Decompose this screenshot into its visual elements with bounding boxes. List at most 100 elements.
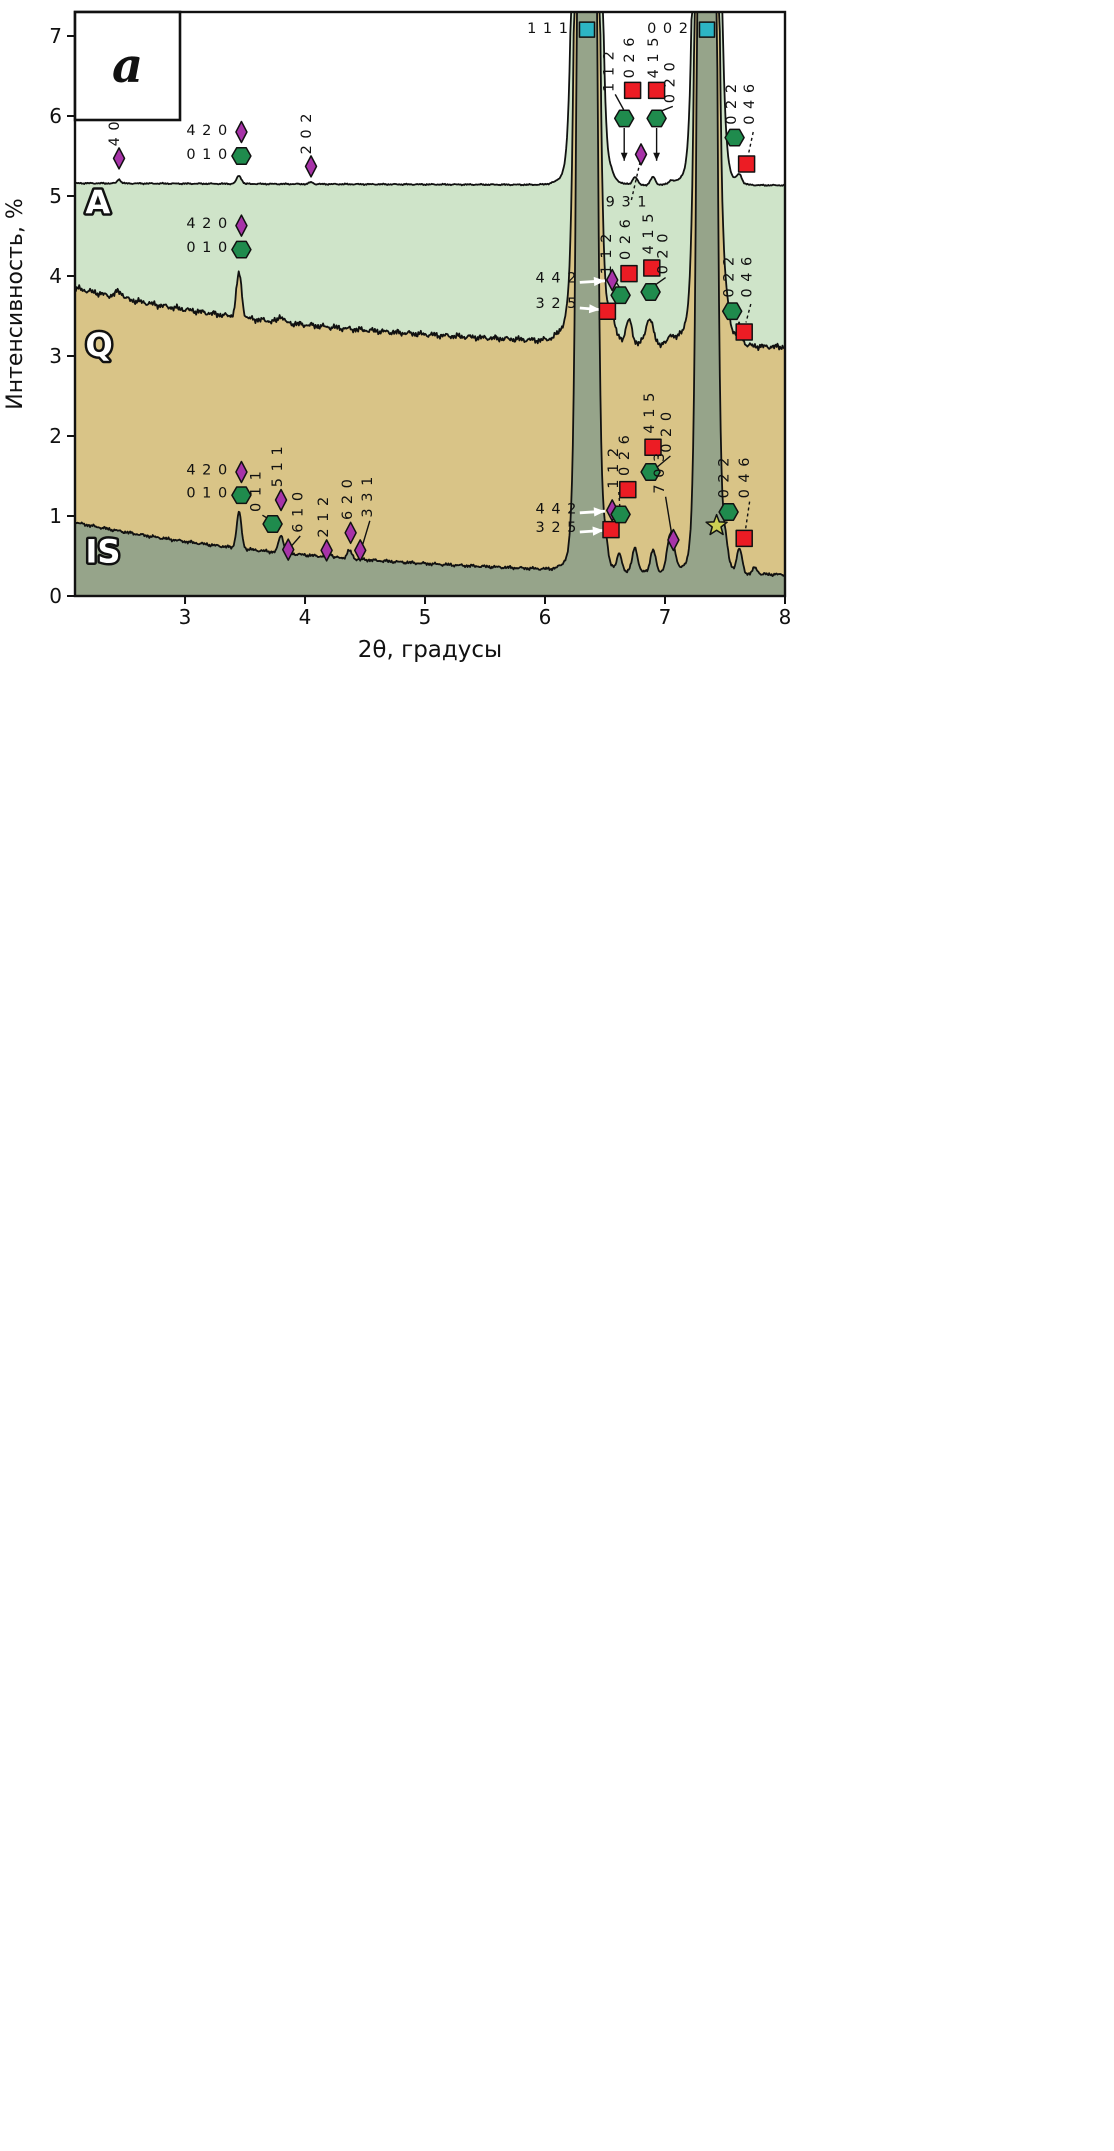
al-square-marker	[578, 21, 596, 38]
y-axis-title: Интенсивность, %	[3, 198, 28, 410]
miller-index-label: 0 2 0	[655, 232, 671, 274]
annotation-leader	[361, 520, 371, 546]
annotation-leader	[660, 105, 674, 112]
miller-index-label: 4 1 5	[646, 36, 662, 78]
y-tick-label: 1	[49, 504, 62, 528]
tau1-hexagon-marker	[721, 302, 743, 321]
leader-arrowhead	[620, 152, 628, 161]
tau3-square-marker	[598, 302, 617, 320]
miller-index-label: 0 2 0	[663, 61, 679, 103]
tau3-square-marker	[735, 529, 753, 548]
almn-diamond-marker	[235, 120, 248, 144]
miller-index-label: 0 1 0	[186, 147, 228, 163]
miller-index-label: 0 2 2	[724, 83, 740, 125]
miller-index-label: 9 3 1	[606, 194, 648, 210]
tau1-hexagon-marker	[613, 109, 635, 128]
tau1-hexagon-marker	[646, 109, 667, 128]
miller-index-label: 4 4 2	[536, 270, 578, 286]
trace-label-Q: Q	[85, 326, 112, 364]
miller-index-label: 0 4 6	[737, 456, 753, 498]
tau1-hexagon-marker	[231, 147, 252, 165]
miller-index-label: 0 4 6	[739, 256, 755, 298]
x-tick-label: 8	[779, 605, 792, 629]
miller-index-label: 7 0 3	[652, 452, 668, 494]
x-axis-title: 2θ, градусы	[358, 637, 502, 663]
trace-label-IS: IS	[85, 532, 120, 570]
leader-arrowhead	[593, 507, 605, 517]
miller-index-label: 1 1 1	[527, 21, 569, 37]
y-tick-label: 5	[49, 184, 62, 208]
annotation-leader	[744, 501, 751, 531]
almn-diamond-marker	[344, 521, 357, 545]
miller-index-label: 1 1 2	[606, 447, 622, 489]
panel-letter-box	[73, 10, 182, 122]
al-square-marker	[698, 21, 716, 38]
trace-A-line	[74, 11, 786, 187]
annotation-leader	[664, 496, 673, 534]
plot-border	[73, 10, 787, 598]
tau1-hexagon-marker	[640, 463, 661, 481]
almn-diamond-marker	[320, 539, 333, 562]
almn-diamond-marker	[304, 155, 318, 178]
almn-diamond-marker	[235, 214, 248, 237]
annotation-leader	[630, 163, 641, 201]
miller-index-label: 0 1 1	[249, 470, 265, 512]
tau3-square-marker	[644, 438, 662, 456]
leader-arrowhead	[593, 276, 605, 287]
tau1-hexagon-marker	[231, 486, 252, 505]
tau1-hexagon-marker	[610, 286, 631, 305]
miller-index-label: 6 1 0	[291, 491, 307, 533]
almn-diamond-marker	[235, 460, 248, 484]
miller-index-label: 0 1 0	[186, 486, 228, 502]
miller-index-label: 4 4 2	[536, 502, 578, 518]
annotation-leader	[614, 94, 625, 110]
x-tick-label: 4	[299, 605, 312, 629]
tau3-square-marker	[647, 81, 666, 100]
miller-index-label: 4 1 5	[641, 212, 657, 254]
y-tick-label: 4	[49, 264, 62, 288]
miller-index-label: 0 2 6	[617, 434, 633, 476]
miller-index-label: 0 0 2	[647, 21, 689, 37]
y-tick-label: 7	[49, 24, 62, 48]
tau1-hexagon-marker	[262, 515, 283, 533]
trace-IS-line	[74, 11, 786, 577]
miller-index-label: 3 3 1	[360, 476, 376, 518]
panel-letter: a	[112, 38, 143, 94]
miller-index-label: 0 4 6	[742, 83, 758, 125]
almn-diamond-marker	[274, 488, 288, 512]
leader-arrowhead	[653, 152, 660, 161]
tau1-hexagon-marker	[724, 128, 745, 147]
miller-index-label: 4 2 0	[186, 123, 228, 139]
trace-Q-area	[75, 12, 785, 596]
x-tick-label: 5	[419, 605, 432, 629]
miller-index-label: 2 1 2	[316, 496, 332, 538]
almn-diamond-marker	[667, 528, 680, 552]
annotation-leader	[291, 535, 301, 547]
almn-diamond-marker	[281, 538, 295, 561]
y-tick-label: 6	[49, 104, 62, 128]
y-tick-label: 3	[49, 344, 62, 368]
miller-index-label: 0 2 2	[721, 256, 737, 298]
annotation-leader	[655, 455, 671, 469]
miller-index-label: 4 2 0	[186, 462, 228, 478]
miller-index-label: 1 1 2	[601, 50, 617, 92]
annotation-leader	[747, 131, 754, 155]
x-tick-label: 7	[659, 605, 672, 629]
almn-diamond-marker	[634, 143, 648, 166]
tau2-star-marker	[705, 513, 728, 536]
miller-index-label: 3 2 5	[536, 520, 578, 536]
miller-index-label: 0 2 6	[622, 36, 638, 78]
y-tick-label: 2	[49, 424, 62, 448]
x-tick-label: 3	[179, 605, 192, 629]
y-tick-label: 0	[49, 584, 62, 608]
trace-IS-area	[75, 12, 785, 596]
tau3-square-marker	[643, 259, 661, 277]
tau3-square-marker	[602, 520, 620, 539]
miller-index-label: 0 2 6	[618, 218, 634, 260]
leader-arrowhead	[592, 526, 604, 536]
miller-index-label: 2 0 2	[299, 112, 315, 154]
almn-diamond-marker	[353, 539, 367, 562]
almn-diamond-marker	[112, 147, 126, 170]
annotation-leader	[655, 277, 667, 286]
